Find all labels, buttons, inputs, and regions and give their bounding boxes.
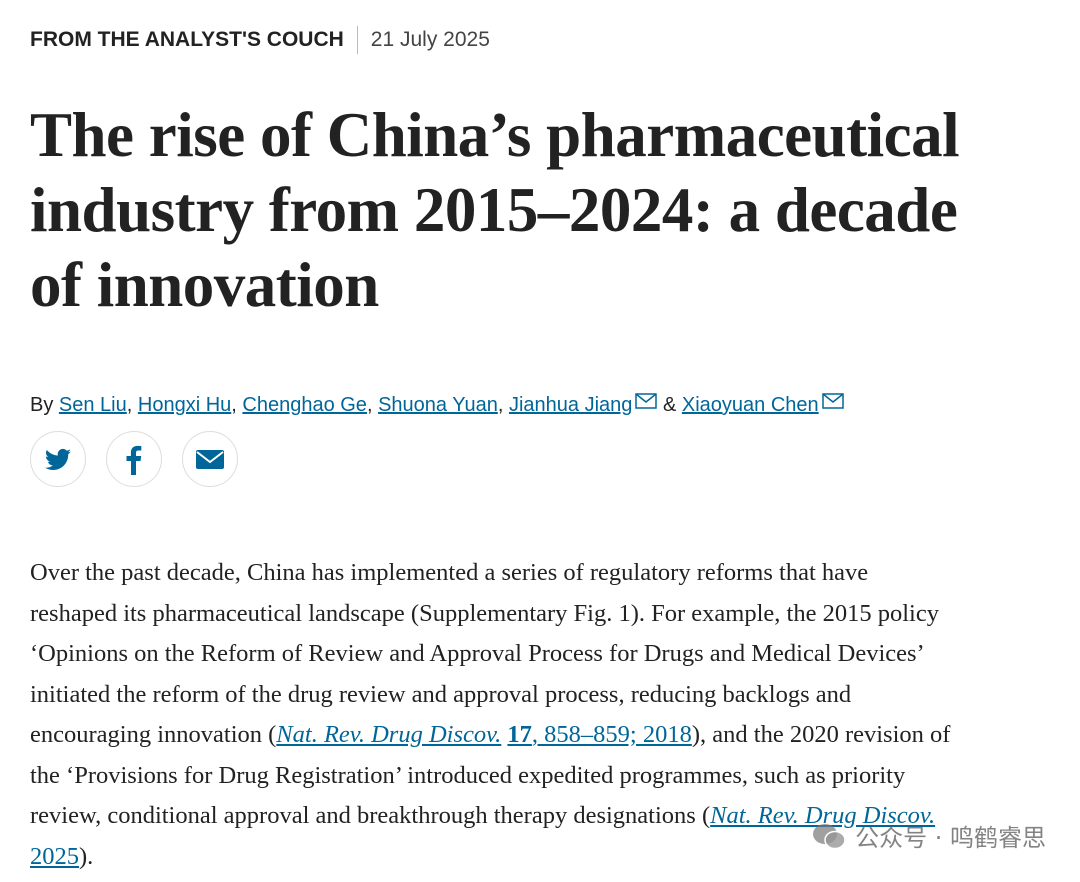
article-title: The rise of China’s pharmaceutical indust… (30, 98, 960, 323)
paragraph-line: the ‘Provisions for Drug Registration’ i… (30, 756, 950, 797)
paragraph-line: reshaped its pharmaceutical landscape (S… (30, 594, 950, 635)
citation-link[interactable]: 17 (507, 721, 532, 748)
author-separator: & (662, 394, 677, 416)
citation-link[interactable]: Nat. Rev. Drug Discov. (276, 721, 502, 748)
author-link[interactable]: Xiaoyuan Chen (681, 394, 819, 416)
paragraph-line: Over the past decade, China has implemen… (30, 553, 950, 594)
byline: By Sen Liu, Hongxi Hu, Chenghao Ge, Shuo… (30, 393, 844, 417)
citation-link[interactable]: 2025 (30, 842, 79, 870)
email-icon[interactable] (821, 393, 844, 409)
separator (356, 26, 358, 54)
author-separator: , (231, 394, 237, 416)
author-link[interactable]: Sen Liu (58, 394, 127, 416)
author-link[interactable]: Shuona Yuan (378, 394, 498, 416)
paragraph-line: initiated the reform of the drug review … (30, 675, 950, 716)
text: ‘Opinions on the Reform of Review and Ap… (30, 640, 925, 667)
author-separator: , (126, 394, 133, 416)
paragraph-line: ‘Opinions on the Reform of Review and Ap… (30, 634, 950, 675)
article-header: FROM THE ANALYST'S COUCH 21 July 2025 (30, 26, 490, 54)
paragraph-line: review, conditional approval and breakth… (30, 796, 950, 837)
title-line: industry from 2015–2024: a decade (30, 175, 958, 245)
citation-link[interactable]: , 858–859; 2018 (531, 721, 692, 748)
text: Over the past decade, China has implemen… (30, 559, 869, 586)
text: ). (79, 842, 94, 870)
paragraph-line: encouraging innovation (Nat. Rev. Drug D… (30, 715, 950, 756)
email-icon[interactable] (635, 393, 658, 409)
title-line: of innovation (30, 250, 379, 320)
date: 21 July 2025 (370, 28, 490, 51)
byline-prefix: By (30, 394, 54, 416)
title-line: The rise of China’s pharmaceutical (30, 100, 960, 170)
article-paragraph: Over the past decade, China has implemen… (30, 553, 950, 877)
watermark-text: 公众号 · 鸣鹤睿思 (855, 824, 1046, 852)
text: encouraging innovation ( (30, 721, 277, 748)
author-link[interactable]: Chenghao Ge (242, 394, 367, 416)
author-separator: , (366, 394, 373, 416)
wechat-icon (813, 823, 846, 849)
author-link[interactable]: Jianhua Jiang (508, 394, 633, 416)
paragraph-line: 2025). (30, 837, 950, 878)
author-separator: , (497, 394, 504, 416)
watermark: 公众号 · 鸣鹤睿思 (811, 818, 1046, 853)
facebook-button[interactable] (106, 431, 162, 487)
twitter-button[interactable] (30, 431, 86, 487)
author-link[interactable]: Hongxi Hu (137, 394, 232, 416)
text: review, conditional approval and breakth… (30, 802, 711, 829)
text: the ‘Provisions for Drug Registration’ i… (30, 761, 906, 789)
text: initiated the reform of the drug review … (30, 680, 852, 708)
text: ), and the 2020 revision of (691, 721, 951, 748)
text: reshaped its pharmaceutical landscape (S… (30, 599, 939, 627)
share-buttons (30, 431, 238, 487)
section-label[interactable]: FROM THE ANALYST'S COUCH (30, 28, 344, 51)
email-button[interactable] (182, 431, 238, 487)
